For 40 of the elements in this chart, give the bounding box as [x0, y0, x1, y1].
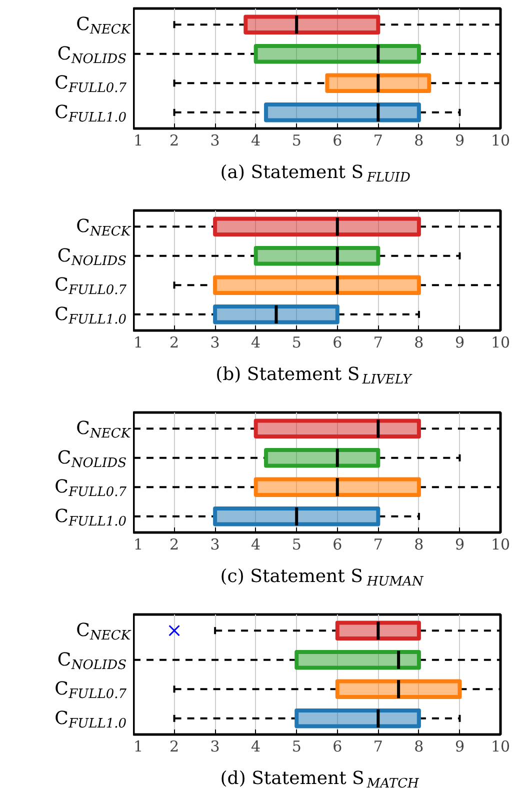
- x-tick-label: 5: [292, 536, 302, 554]
- x-tick-label: 1: [134, 334, 144, 352]
- x-tick-label: 9: [454, 132, 464, 150]
- x-tick-label: 7: [373, 536, 383, 554]
- x-tick-label: 4: [251, 334, 261, 352]
- x-tick-label: 9: [454, 334, 464, 352]
- x-tick-label: 1: [134, 536, 144, 554]
- x-tick-label: 6: [332, 536, 342, 554]
- x-tick-label: 4: [251, 132, 261, 150]
- x-tick-label: 6: [332, 132, 342, 150]
- x-tick-label: 9: [454, 536, 464, 554]
- x-tick-label: 8: [414, 132, 424, 150]
- x-tick-label: 5: [292, 738, 302, 756]
- x-tick-label: 10: [490, 132, 510, 150]
- x-tick-label: 9: [454, 738, 464, 756]
- x-tick-label: 3: [210, 536, 220, 554]
- x-tick-label: 4: [251, 738, 261, 756]
- x-tick-label: 8: [414, 334, 424, 352]
- x-tick-label: 10: [490, 536, 510, 554]
- x-tick-label: 3: [210, 334, 220, 352]
- x-tick-label: 3: [210, 132, 220, 150]
- x-tick-label: 2: [170, 536, 180, 554]
- x-tick-label: 8: [414, 738, 424, 756]
- x-tick-label: 10: [490, 738, 510, 756]
- x-tick-label: 2: [170, 334, 180, 352]
- x-tick-label: 2: [170, 132, 180, 150]
- x-tick-label: 7: [373, 334, 383, 352]
- x-tick-label: 2: [170, 738, 180, 756]
- x-tick-label: 1: [134, 738, 144, 756]
- x-tick-label: 6: [332, 334, 342, 352]
- x-tick-label: 10: [490, 334, 510, 352]
- x-tick-label: 7: [373, 132, 383, 150]
- x-tick-label: 4: [251, 536, 261, 554]
- x-tick-label: 6: [332, 738, 342, 756]
- x-tick-label: 1: [134, 132, 144, 150]
- x-tick-label: 5: [292, 132, 302, 150]
- x-tick-label: 8: [414, 536, 424, 554]
- x-tick-label: 5: [292, 334, 302, 352]
- x-tick-label: 7: [373, 738, 383, 756]
- x-tick-label: 3: [210, 738, 220, 756]
